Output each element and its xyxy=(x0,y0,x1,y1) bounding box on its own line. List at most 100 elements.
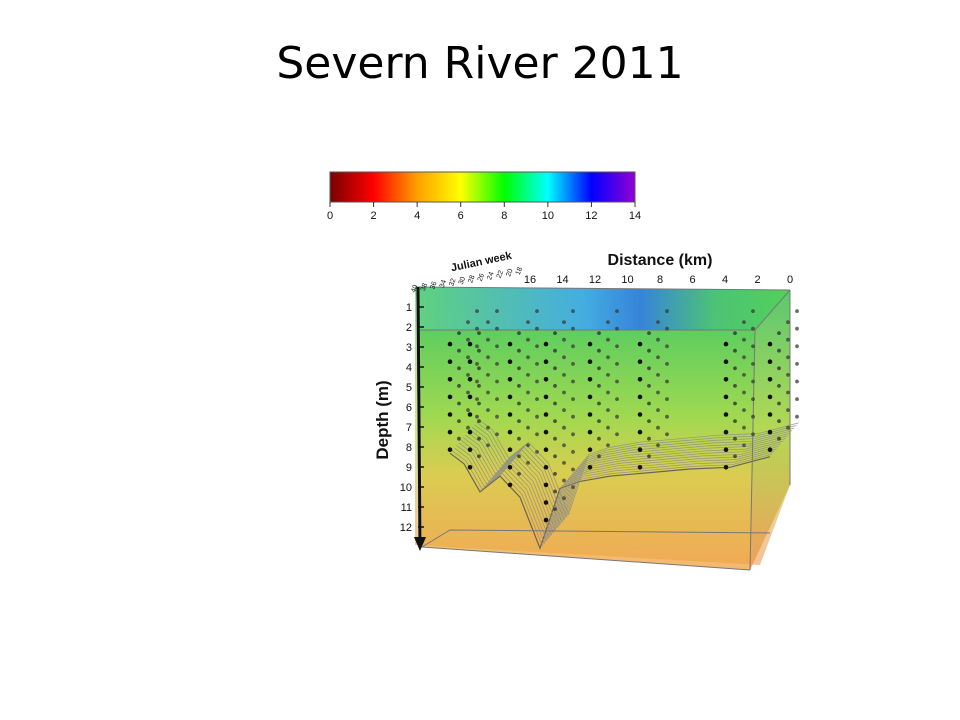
sample-point xyxy=(486,408,490,412)
sample-point xyxy=(656,390,660,395)
julian-week-tick-label: 30 xyxy=(458,276,467,286)
sample-point xyxy=(606,355,610,360)
sample-point xyxy=(457,331,461,335)
sample-point xyxy=(656,373,660,377)
sample-point xyxy=(597,366,601,371)
sample-point xyxy=(751,414,755,419)
sample-point xyxy=(615,326,619,331)
sample-point xyxy=(562,443,566,448)
sample-point xyxy=(665,344,669,349)
sample-point xyxy=(543,429,549,435)
sample-point xyxy=(742,373,746,377)
sample-point xyxy=(637,447,643,452)
colorbar-tick-label: 10 xyxy=(542,210,554,222)
sample-point xyxy=(535,397,539,401)
bottom-profile-line xyxy=(462,437,784,534)
julian-week-tick-label: 22 xyxy=(496,269,505,279)
sample-point xyxy=(571,344,575,349)
sample-point xyxy=(543,517,549,523)
sample-point xyxy=(665,309,669,313)
depth-axis-line xyxy=(416,286,422,548)
sample-point xyxy=(571,309,575,313)
sample-point xyxy=(795,397,799,401)
sample-point xyxy=(606,443,610,448)
sample-point xyxy=(543,447,549,452)
sample-point xyxy=(507,394,513,400)
sample-point xyxy=(742,408,746,412)
sample-point xyxy=(615,309,619,313)
sample-point xyxy=(517,384,521,388)
sample-point xyxy=(517,366,521,371)
sample-point xyxy=(495,432,499,437)
sample-point xyxy=(535,379,539,384)
sample-point xyxy=(723,377,729,382)
sample-point xyxy=(647,366,651,371)
sample-point xyxy=(615,344,619,349)
julian-week-axis-label: Julian week xyxy=(450,250,514,275)
distance-tick-label: 14 xyxy=(556,274,568,286)
sample-point xyxy=(656,425,660,430)
julian-week-tick-label: 20 xyxy=(505,268,514,278)
sample-point xyxy=(587,447,593,452)
sample-point xyxy=(795,379,799,384)
colorbar-tick-label: 14 xyxy=(629,210,641,222)
sample-point xyxy=(597,454,601,459)
sample-point xyxy=(507,447,513,452)
sample-point xyxy=(571,414,575,419)
bottom-profile-line xyxy=(465,434,786,532)
sample-point xyxy=(777,331,781,335)
sample-point xyxy=(571,432,575,437)
sample-point xyxy=(751,326,755,331)
sample-point xyxy=(486,425,490,430)
depth-tick-label: 3 xyxy=(406,342,412,354)
sample-point xyxy=(656,337,660,342)
sample-point xyxy=(553,489,557,494)
sample-point xyxy=(767,412,773,417)
sample-point xyxy=(571,397,575,401)
sample-point xyxy=(517,472,521,476)
sample-point xyxy=(571,362,575,366)
colorbar-tick-label: 6 xyxy=(458,210,464,222)
julian-week-tick-label: 34 xyxy=(439,279,448,289)
sample-point xyxy=(767,429,773,435)
distance-tick-label: 12 xyxy=(589,274,601,286)
sample-point xyxy=(562,337,566,342)
julian-week-tick-label: 40 xyxy=(410,284,419,294)
sample-point xyxy=(475,414,479,419)
depth-axis-arrow xyxy=(414,537,426,551)
sample-point xyxy=(467,359,473,364)
sample-point xyxy=(475,309,479,313)
sample-point xyxy=(795,309,799,313)
sample-point xyxy=(786,408,790,412)
sample-point xyxy=(507,359,513,364)
sample-point xyxy=(795,414,799,419)
distance-tick-label: 8 xyxy=(657,274,663,286)
sample-point xyxy=(571,326,575,331)
sample-point xyxy=(486,355,490,360)
sample-point xyxy=(656,320,660,324)
sample-point xyxy=(615,432,619,437)
sample-point xyxy=(475,362,479,366)
sample-point xyxy=(606,390,610,395)
sample-point xyxy=(466,390,470,395)
sample-point xyxy=(562,320,566,324)
depth-volume-chart: 1 2 3 4 5 6 7 8 9 10 11 12 Depth (m) 16 14 12 10 8 6 4 2 0 … xyxy=(340,235,820,595)
distance-tick-label: 2 xyxy=(754,274,760,286)
sample-point xyxy=(553,436,557,441)
slide-title: Severn River 2011 xyxy=(276,38,684,89)
sample-point xyxy=(553,384,557,388)
sample-point xyxy=(637,412,643,417)
sample-point xyxy=(751,432,755,437)
sample-point xyxy=(777,401,781,406)
sample-point xyxy=(553,366,557,371)
sample-point xyxy=(571,467,575,472)
sample-point xyxy=(795,362,799,366)
depth-tick-label: 12 xyxy=(400,522,412,534)
sample-point xyxy=(495,309,499,313)
sample-point xyxy=(553,472,557,476)
sample-point xyxy=(447,341,453,347)
sample-point xyxy=(767,359,773,364)
sample-point xyxy=(665,414,669,419)
sample-point xyxy=(526,390,530,395)
